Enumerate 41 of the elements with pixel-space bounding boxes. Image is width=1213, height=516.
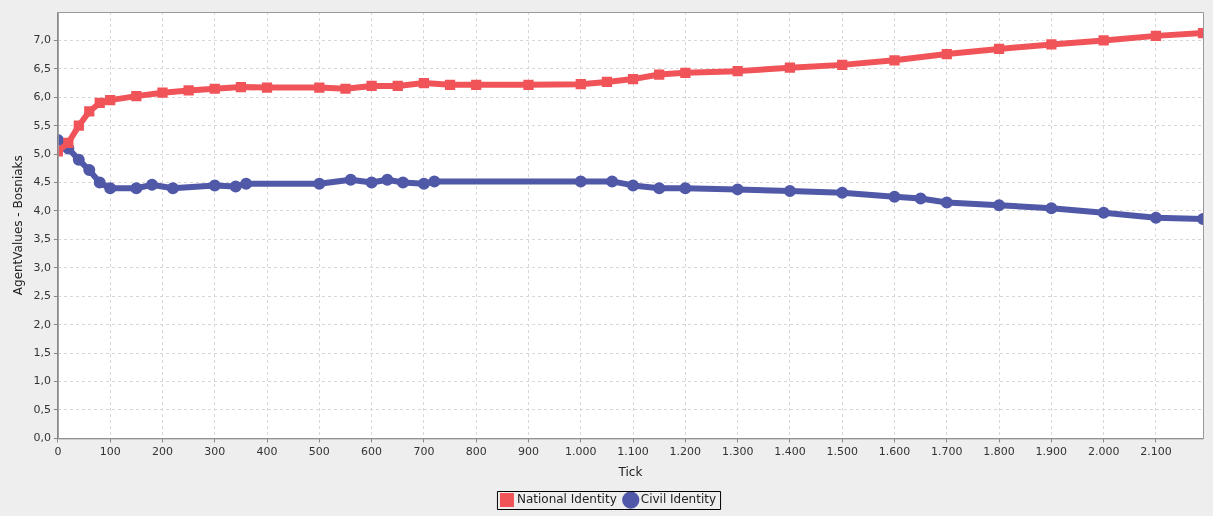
x-axis-title: Tick — [617, 464, 643, 479]
y-tick-label: 4,5 — [33, 175, 51, 189]
x-tick-label: 1.500 — [826, 444, 858, 458]
y-tick-label: 0,5 — [33, 402, 51, 416]
x-tick-label: 1.400 — [774, 444, 806, 458]
y-axis-title: AgentValues - Bosniaks — [11, 155, 26, 296]
y-tick-label: 4,0 — [33, 203, 51, 217]
x-tick-label: 0 — [54, 444, 62, 458]
x-tick-label: 500 — [308, 444, 330, 458]
x-tick-label: 100 — [99, 444, 121, 458]
x-tick-label: 1.200 — [669, 444, 702, 458]
x-tick-label: 700 — [413, 444, 435, 458]
x-tick-label: 1.800 — [983, 444, 1015, 458]
legend-label: Civil Identity — [640, 492, 717, 507]
y-tick-label: 3,5 — [33, 232, 51, 246]
y-tick-label: 7,0 — [33, 33, 51, 47]
y-tick-label: 1,5 — [33, 345, 51, 359]
y-tick-label: 6,5 — [33, 61, 51, 75]
y-tick-label: 5,0 — [33, 146, 51, 160]
x-tick-label: 800 — [465, 444, 487, 458]
x-tick-label: 400 — [256, 444, 278, 458]
y-tick-label: 1,0 — [33, 374, 51, 388]
x-tick-label: 2.000 — [1087, 444, 1120, 458]
x-tick-label: 2.100 — [1140, 444, 1172, 458]
x-tick-label: 600 — [361, 444, 383, 458]
x-tick-label: 300 — [204, 444, 226, 458]
y-tick-label: 6,0 — [33, 90, 51, 104]
y-tick-label: 2,5 — [33, 289, 51, 303]
legend-label: National Identity — [516, 492, 617, 507]
x-tick-label: 1.700 — [931, 444, 963, 458]
y-tick-label: 0,0 — [33, 431, 51, 445]
x-tick-label: 200 — [151, 444, 173, 458]
x-tick-label: 900 — [517, 444, 539, 458]
x-tick-label: 1.000 — [565, 444, 597, 458]
y-tick-label: 5,5 — [33, 118, 51, 132]
x-tick-label: 1.300 — [721, 444, 754, 458]
y-tick-label: 3,0 — [33, 260, 51, 274]
x-tick-label: 1.100 — [617, 444, 649, 458]
y-tick-label: 2,0 — [33, 317, 51, 331]
x-tick-label: 1.600 — [878, 444, 911, 458]
x-tick-label: 1.900 — [1035, 444, 1068, 458]
